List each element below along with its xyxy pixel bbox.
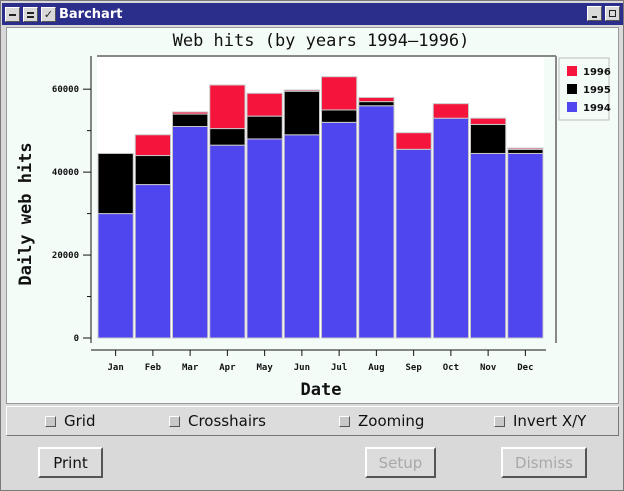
legend-label-1995: 1995	[583, 85, 611, 96]
bar-may-1995[interactable]	[246, 115, 283, 140]
title-bar[interactable]: ✓ Barchart	[2, 3, 623, 25]
crosshairs-checkbox[interactable]	[169, 415, 180, 427]
chart-area[interactable]: Web hits (by years 1994–1996) Daily web …	[6, 27, 619, 404]
y-tick-label-60000: 60000	[52, 85, 79, 95]
bar-mar-1996[interactable]	[172, 111, 209, 115]
x-tick-label-dec: Dec	[517, 363, 533, 373]
bar-jun-1996[interactable]	[283, 89, 320, 92]
crosshairs-label: Crosshairs	[188, 412, 266, 430]
bar-mar-1994[interactable]	[172, 126, 209, 339]
bar-jul-1995[interactable]	[321, 109, 358, 123]
legend-label-1996: 1996	[583, 67, 611, 78]
bar-chart[interactable]: Web hits (by years 1994–1996) Daily web …	[7, 28, 618, 403]
x-tick-label-sep: Sep	[405, 363, 422, 373]
x-tick-label-aug: Aug	[368, 363, 384, 373]
sticky-check-icon[interactable]: ✓	[41, 6, 56, 22]
plot-background	[97, 56, 544, 338]
y-tick-label-0: 0	[74, 334, 79, 344]
zooming-checkbox[interactable]	[339, 415, 350, 427]
x-tick-label-oct: Oct	[443, 363, 459, 373]
bar-dec-1995[interactable]	[507, 148, 544, 154]
bar-feb-1995[interactable]	[134, 155, 171, 186]
y-tick-label-20000: 20000	[52, 251, 79, 261]
zooming-label: Zooming	[358, 412, 425, 430]
bar-jul-1994[interactable]	[321, 121, 358, 339]
x-tick-label-feb: Feb	[145, 363, 162, 373]
bar-aug-1994[interactable]	[358, 105, 395, 339]
bar-apr-1994[interactable]	[209, 144, 246, 339]
bar-dec-1994[interactable]	[507, 152, 544, 339]
x-axis-label: Date	[301, 380, 342, 400]
x-tick-label-apr: Apr	[219, 363, 236, 373]
legend-swatch-1996	[567, 66, 577, 76]
x-tick-label-may: May	[256, 363, 273, 373]
bar-nov-1994[interactable]	[470, 152, 507, 339]
invert-xy-checkbox[interactable]	[494, 415, 505, 427]
bar-feb-1996[interactable]	[134, 134, 171, 157]
grid-label: Grid	[64, 412, 96, 430]
bar-apr-1996[interactable]	[209, 84, 246, 130]
y-axis-label: Daily web hits	[16, 142, 36, 285]
bar-jun-1995[interactable]	[283, 90, 320, 136]
bar-aug-1995[interactable]	[358, 101, 395, 107]
x-tick-label-nov: Nov	[480, 363, 497, 373]
bar-jul-1996[interactable]	[321, 76, 358, 111]
window-title: Barchart	[59, 6, 123, 22]
print-button[interactable]: Print	[38, 447, 103, 478]
x-tick-label-mar: Mar	[182, 363, 199, 373]
grid-checkbox[interactable]	[45, 415, 56, 427]
bar-jan-1994[interactable]	[97, 213, 134, 339]
x-tick-label-jun: Jun	[294, 363, 310, 373]
legend-label-1994: 1994	[583, 103, 611, 114]
invert-xy-label: Invert X/Y	[513, 412, 587, 430]
bar-oct-1996[interactable]	[432, 103, 469, 119]
bar-oct-1994[interactable]	[432, 117, 469, 339]
maximize-icon[interactable]	[605, 6, 620, 21]
bar-may-1994[interactable]	[246, 138, 283, 339]
window-menu-icon[interactable]	[5, 6, 20, 22]
bar-nov-1995[interactable]	[470, 123, 507, 154]
x-tick-label-jul: Jul	[331, 363, 347, 373]
bar-sep-1996[interactable]	[395, 132, 432, 150]
bar-nov-1996[interactable]	[470, 117, 507, 125]
legend-box	[558, 57, 610, 121]
legend-swatch-1994	[567, 102, 577, 112]
window-list-icon[interactable]	[23, 6, 38, 22]
bar-may-1996[interactable]	[246, 92, 283, 117]
invert-xy-option[interactable]: Invert X/Y	[494, 412, 586, 430]
bar-mar-1995[interactable]	[172, 113, 209, 127]
legend-swatch-1995	[567, 84, 577, 94]
dismiss-button[interactable]: Dismiss	[501, 447, 587, 478]
bar-sep-1994[interactable]	[395, 148, 432, 339]
chart-title: Web hits (by years 1994–1996)	[173, 31, 470, 51]
grid-option[interactable]: Grid	[45, 412, 95, 430]
minimize-icon[interactable]	[587, 6, 602, 21]
bar-jun-1994[interactable]	[283, 134, 320, 339]
bar-dec-1996[interactable]	[507, 147, 544, 150]
bar-jan-1995[interactable]	[97, 152, 134, 215]
bar-feb-1994[interactable]	[134, 184, 171, 339]
zooming-option[interactable]: Zooming	[339, 412, 424, 430]
y-tick-label-40000: 40000	[52, 168, 79, 178]
options-bar: Grid Crosshairs Zooming Invert X/Y	[6, 406, 619, 436]
bar-apr-1995[interactable]	[209, 128, 246, 146]
bar-aug-1996[interactable]	[358, 96, 395, 103]
crosshairs-option[interactable]: Crosshairs	[169, 412, 266, 430]
x-tick-label-jan: Jan	[107, 363, 123, 373]
setup-button[interactable]: Setup	[365, 447, 436, 478]
